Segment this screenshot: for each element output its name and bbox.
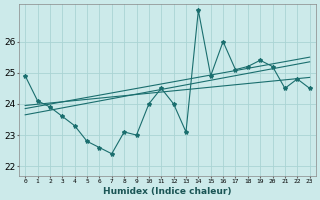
X-axis label: Humidex (Indice chaleur): Humidex (Indice chaleur) xyxy=(103,187,232,196)
